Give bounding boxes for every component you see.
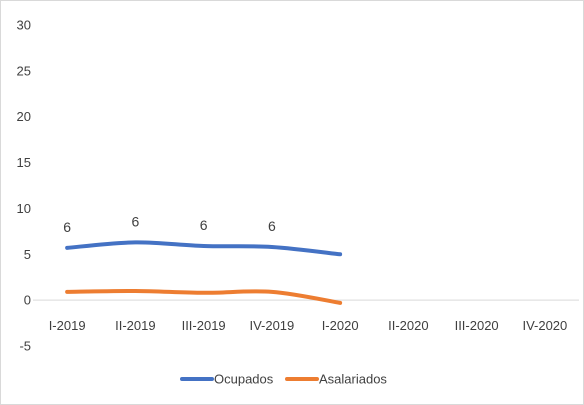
- y-tick-label: -5: [19, 339, 31, 354]
- legend-item-ocupados: Ocupados: [180, 372, 274, 387]
- data-label: 6: [131, 213, 139, 229]
- legend: Ocupados Asalariados: [180, 372, 387, 387]
- x-tick-label: IV-2019: [249, 318, 294, 333]
- data-labels: 6 6 6 6: [63, 213, 276, 235]
- x-tick-label: II-2020: [388, 318, 428, 333]
- legend-item-asalariados: Asalariados: [285, 372, 387, 387]
- x-tick-label: I-2020: [322, 318, 359, 333]
- x-tick-label: IV-2020: [522, 318, 567, 333]
- series-line-ocupados: [65, 240, 343, 257]
- y-tick-label: 25: [17, 63, 31, 78]
- y-tick-label: 0: [24, 293, 31, 308]
- x-tick-label: III-2019: [182, 318, 226, 333]
- x-tick-label: I-2019: [49, 318, 86, 333]
- x-axis-ticks: I-2019 II-2019 III-2019 IV-2019 I-2020 II-202…: [49, 318, 568, 333]
- data-label: 6: [268, 218, 276, 234]
- x-tick-label: III-2020: [455, 318, 499, 333]
- data-label: 6: [200, 217, 208, 233]
- series-lines: [65, 240, 343, 305]
- y-axis-ticks: 30 25 20 15 10 5 0 -5: [17, 18, 31, 354]
- x-tick-label: II-2019: [115, 318, 155, 333]
- y-tick-label: 30: [17, 18, 31, 33]
- y-tick-label: 5: [24, 247, 31, 262]
- y-tick-label: 15: [17, 155, 31, 170]
- legend-label: Asalariados: [319, 372, 387, 387]
- y-tick-label: 20: [17, 109, 31, 124]
- data-label: 6: [63, 219, 71, 235]
- series-line-asalariados: [65, 288, 343, 305]
- legend-label: Ocupados: [214, 372, 274, 387]
- y-tick-label: 10: [17, 201, 31, 216]
